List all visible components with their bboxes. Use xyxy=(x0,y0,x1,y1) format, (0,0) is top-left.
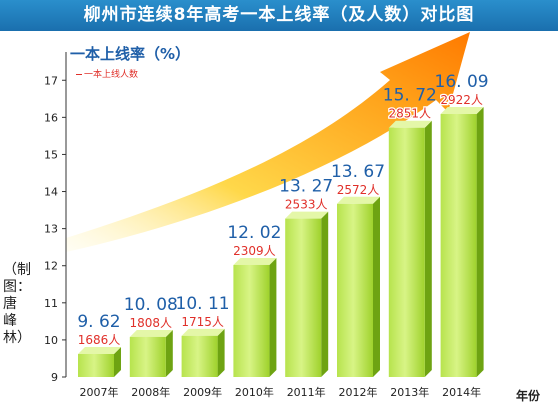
rate-label: 12. 02 xyxy=(227,223,281,243)
trend-arrow xyxy=(66,32,470,252)
y-axis: 9 10 11 12 13 14 15 16 17 xyxy=(44,52,67,384)
bar-top xyxy=(337,196,380,204)
bar-front xyxy=(337,203,373,377)
x-tick-label: 2007年 xyxy=(80,385,119,399)
bar-front xyxy=(388,127,425,377)
count-label: 2533人 xyxy=(285,198,328,212)
bar-front xyxy=(181,335,218,377)
x-tick-label: 2011年 xyxy=(287,385,326,399)
bar-side xyxy=(165,329,173,377)
bar-side xyxy=(373,196,380,377)
count-label: 1686人 xyxy=(78,333,121,347)
rate-label: 10. 08 xyxy=(124,295,178,315)
x-tick-label: 2008年 xyxy=(131,385,170,399)
bar-front xyxy=(285,218,322,377)
bar-top xyxy=(129,329,173,337)
y-tick-label: 10 xyxy=(44,334,58,347)
x-tick-label: 2009年 xyxy=(183,385,222,399)
y-tick-label: 11 xyxy=(44,297,58,310)
bar xyxy=(440,107,484,377)
chart-title: 柳州市连续8年高考一本上线率（及人数）对比图 xyxy=(0,0,558,31)
y-tick-label: 16 xyxy=(44,111,58,124)
bar-front xyxy=(78,354,114,377)
rate-label: 10. 11 xyxy=(176,294,230,314)
count-label: 2851人 xyxy=(389,107,432,121)
count-label: 1715人 xyxy=(181,315,224,329)
count-label: 2922人 xyxy=(440,93,483,107)
x-tick-label: 2013年 xyxy=(390,385,429,399)
bar xyxy=(233,257,277,377)
rate-label: 9. 62 xyxy=(77,312,120,332)
bar-top xyxy=(233,257,277,265)
bar xyxy=(285,211,329,377)
bar xyxy=(129,329,173,377)
count-label: 1808人 xyxy=(130,316,173,330)
bar-top xyxy=(440,107,484,115)
bar-side xyxy=(476,107,484,377)
y-tick-label: 14 xyxy=(44,186,58,199)
bar-top xyxy=(285,211,329,219)
bar-front xyxy=(233,264,270,377)
x-axis-label: 年份 xyxy=(516,388,541,403)
bar xyxy=(181,328,225,377)
y-tick-label: 12 xyxy=(44,260,58,273)
y-tick-label: 13 xyxy=(44,223,58,236)
legend-rate: 一本上线率（%） xyxy=(70,45,191,63)
bar-side xyxy=(269,257,277,377)
x-tick-label: 2010年 xyxy=(235,385,274,399)
y-tick-label: 17 xyxy=(44,74,58,87)
x-tick-label: 2012年 xyxy=(339,385,378,399)
count-label: 2572人 xyxy=(337,183,380,197)
bar xyxy=(78,347,121,377)
bar-front xyxy=(440,114,477,377)
x-tick-label: 2014年 xyxy=(442,385,481,399)
trend-arrow-shape xyxy=(66,32,470,252)
rate-label: 16. 09 xyxy=(435,72,489,92)
rate-label: 13. 27 xyxy=(279,177,333,197)
y-tick-label: 15 xyxy=(44,148,58,161)
bar-side xyxy=(114,347,121,377)
count-label: 2309人 xyxy=(233,244,276,258)
bar-top xyxy=(181,328,225,336)
bar-side xyxy=(217,328,225,377)
bar-front xyxy=(129,336,166,377)
rate-label: 15. 72 xyxy=(383,86,437,106)
bar-side xyxy=(321,211,329,377)
bars xyxy=(78,107,484,377)
bar xyxy=(388,120,432,377)
bar-top xyxy=(388,120,432,128)
bar-side xyxy=(424,120,432,377)
legend-count: 一本上线人数 xyxy=(76,67,138,80)
bar-top xyxy=(78,347,121,355)
rate-label: 13. 67 xyxy=(331,162,385,182)
y-tick-label: 9 xyxy=(51,371,58,384)
bar xyxy=(337,196,380,377)
